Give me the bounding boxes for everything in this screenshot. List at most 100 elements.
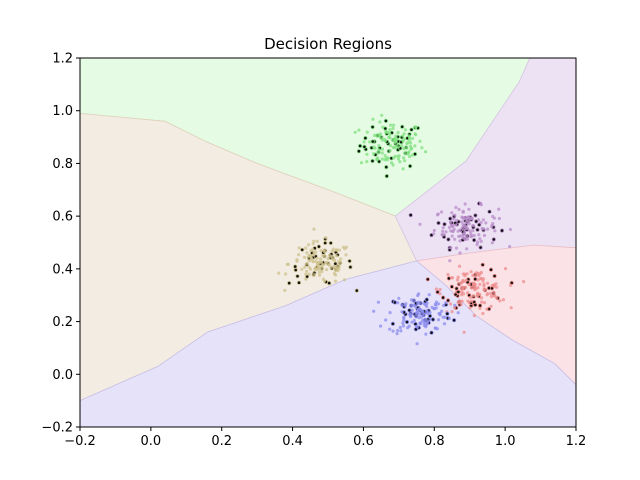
data-point xyxy=(472,233,476,238)
data-point xyxy=(389,144,393,148)
data-point xyxy=(457,234,461,238)
data-point xyxy=(459,302,463,307)
data-point xyxy=(409,298,414,302)
data-point xyxy=(384,318,388,322)
data-point xyxy=(406,326,410,330)
data-point xyxy=(392,156,396,160)
data-point xyxy=(396,157,400,161)
data-point xyxy=(482,284,486,288)
data-point xyxy=(468,295,473,299)
highlighted-point xyxy=(473,302,478,307)
data-point xyxy=(413,132,417,136)
data-point xyxy=(381,125,385,129)
data-point xyxy=(401,324,406,328)
highlighted-point xyxy=(499,228,505,233)
data-point xyxy=(283,288,287,292)
data-point xyxy=(465,237,469,241)
data-point xyxy=(409,141,413,145)
data-point xyxy=(394,134,398,138)
data-point xyxy=(449,246,453,250)
data-point xyxy=(448,259,452,263)
data-point xyxy=(508,227,512,232)
data-point xyxy=(436,212,440,216)
data-point xyxy=(501,298,505,302)
data-point xyxy=(481,279,485,283)
data-point xyxy=(383,154,387,158)
highlighted-point xyxy=(293,267,298,273)
data-point xyxy=(320,266,324,271)
data-point xyxy=(316,265,320,269)
data-point xyxy=(457,264,462,268)
data-point xyxy=(465,247,469,251)
data-point xyxy=(320,270,324,274)
data-point xyxy=(458,251,462,255)
data-point xyxy=(389,123,393,127)
data-point xyxy=(305,262,309,266)
data-point xyxy=(392,123,396,127)
data-point xyxy=(480,226,484,230)
data-point xyxy=(307,265,311,269)
data-point xyxy=(327,263,331,267)
data-point xyxy=(418,139,422,143)
highlighted-point xyxy=(347,258,352,264)
highlighted-point xyxy=(454,286,459,291)
data-point xyxy=(444,301,448,305)
highlighted-point xyxy=(488,267,494,272)
data-point xyxy=(410,320,414,324)
data-point xyxy=(454,223,458,227)
data-point xyxy=(377,134,382,138)
data-point xyxy=(391,145,395,150)
data-point xyxy=(368,140,372,144)
data-point xyxy=(462,279,466,283)
data-point xyxy=(472,313,476,318)
highlighted-point xyxy=(296,280,302,285)
data-point xyxy=(334,248,338,252)
data-point xyxy=(344,253,348,257)
data-point xyxy=(453,306,457,310)
data-point xyxy=(476,286,480,290)
data-point xyxy=(471,229,475,233)
data-point xyxy=(422,302,426,306)
data-point xyxy=(446,273,450,277)
highlighted-point xyxy=(404,319,410,325)
data-point xyxy=(396,130,400,135)
y-tick-label: 1.2 xyxy=(52,52,73,67)
highlighted-point xyxy=(408,213,413,218)
data-point xyxy=(472,286,476,290)
data-point xyxy=(375,133,379,138)
data-point xyxy=(465,272,469,276)
data-point xyxy=(479,277,483,281)
highlighted-point xyxy=(348,264,353,270)
data-point xyxy=(362,140,366,144)
data-point xyxy=(391,163,395,167)
data-point xyxy=(353,130,357,134)
data-point xyxy=(407,150,411,154)
series-red xyxy=(425,262,526,334)
data-point xyxy=(441,226,445,230)
data-point xyxy=(375,157,379,162)
data-point xyxy=(372,309,376,313)
data-point xyxy=(455,218,459,223)
data-point xyxy=(460,220,464,224)
data-point xyxy=(398,325,402,330)
data-point xyxy=(414,311,418,315)
data-point xyxy=(442,322,447,326)
data-point xyxy=(466,291,470,295)
data-point xyxy=(490,223,494,227)
data-point xyxy=(319,257,323,261)
data-point xyxy=(365,130,369,134)
data-point xyxy=(478,306,482,310)
data-point xyxy=(476,294,480,298)
data-point xyxy=(497,207,501,211)
x-axis-ticks: −0.2 0.0 0.2 0.4 0.6 0.8 1.0 1.2 xyxy=(64,427,586,449)
y-tick-label: −0.2 xyxy=(41,421,73,436)
data-point xyxy=(460,290,464,294)
y-tick-label: 0.8 xyxy=(52,157,73,172)
data-point xyxy=(333,258,337,262)
data-point xyxy=(463,202,467,206)
data-point xyxy=(305,251,309,255)
data-point xyxy=(315,268,319,272)
highlighted-point xyxy=(384,174,389,179)
data-point xyxy=(450,276,454,280)
data-point xyxy=(453,213,457,217)
